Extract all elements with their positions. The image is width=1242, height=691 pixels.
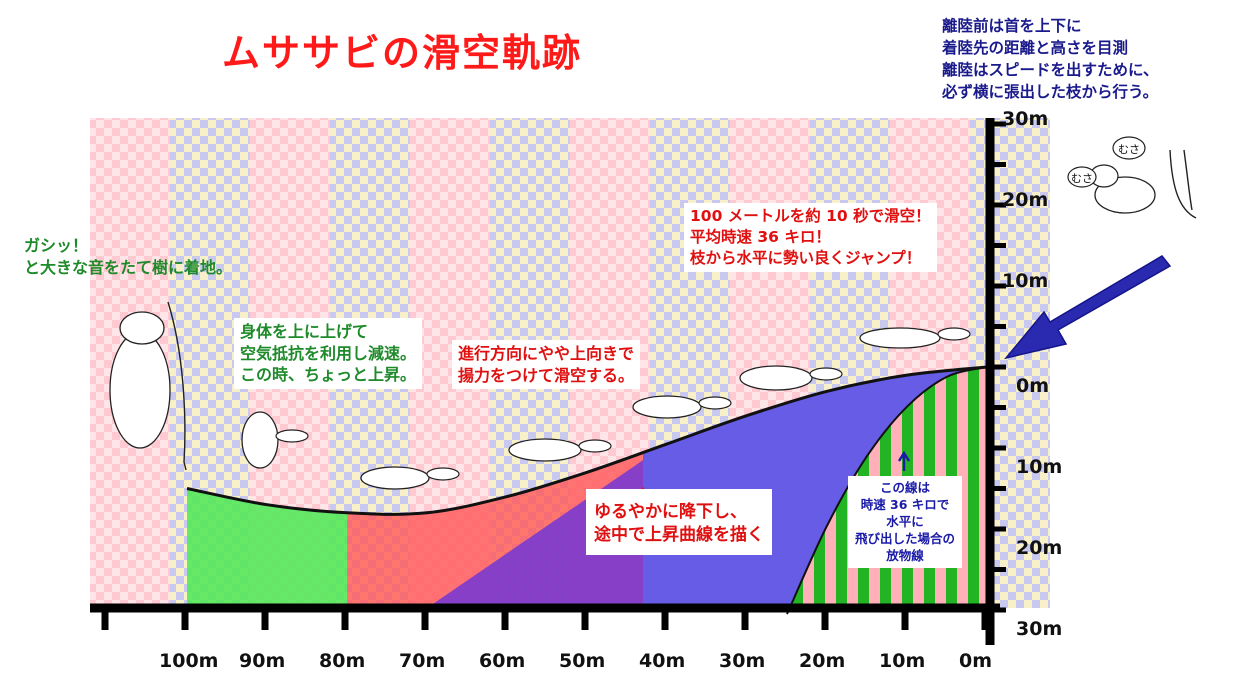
parabola-note-line: 時速 36 キロで — [860, 496, 950, 512]
branch-lines — [1169, 149, 1197, 219]
y-tick-label: 10m — [1002, 270, 1049, 292]
thought-bubble — [1067, 166, 1097, 188]
x-tick-label: 70m — [399, 650, 446, 672]
parabola-note-line: 放物線 — [886, 547, 924, 563]
y-tick-label: 30m — [1002, 108, 1049, 130]
takeoff-note-line: 離陸はスピードを出すために、 — [942, 61, 1159, 79]
x-tick-label: 50m — [559, 650, 606, 672]
parabola-note-line: この線は — [880, 480, 931, 495]
x-tick-label: 80m — [319, 650, 366, 672]
up-arrow-blue — [897, 450, 911, 471]
speed-note-line: 枝から水平に勢い良くジャンプ！ — [690, 248, 922, 267]
parabola-note: この線は 時速 36 キロで 水平に 飛び出した場合の 放物線 — [848, 476, 963, 569]
y-tick-label: 20m — [1002, 189, 1049, 211]
gliding-squirrel-sketch — [241, 411, 309, 469]
landing-squirrel-head — [119, 311, 165, 345]
x-tick-label: 10m — [879, 650, 926, 672]
landing-note-line: ガシッ！ — [24, 236, 89, 255]
x-tick-label: 60m — [479, 650, 526, 672]
speed-note-line: 平均時速 36 キロ！ — [690, 227, 831, 246]
gliding-squirrel-sketch — [632, 395, 732, 419]
y-tick-label: 20m — [1016, 537, 1063, 559]
x-tick-label: 20m — [799, 650, 846, 672]
braking-note-line: 空気抵抗を利用し減速。 — [240, 343, 417, 363]
bubble-text: むさ — [1118, 143, 1140, 156]
lift-note-line: 進行方向にやや上向きで — [458, 344, 635, 363]
descent-note-line: ゆるやかに降下し、 — [594, 502, 747, 522]
parabola-note-line: 水平に — [886, 513, 924, 529]
x-tick-label: 90m — [239, 650, 286, 672]
parabola-note-line: 飛び出した場合の — [855, 530, 956, 546]
y-tick-label: 0m — [1016, 375, 1050, 397]
bubble-text: むさ — [1071, 172, 1093, 185]
takeoff-note: 離陸前は首を上下に 着陸先の距離と高さを目測 離陸はスピードを出すために、 必ず… — [936, 12, 1165, 106]
x-tick-label: 0m — [959, 650, 993, 672]
descent-note-line: 途中で上昇曲線を描く — [594, 524, 764, 545]
gliding-squirrel-sketch — [739, 365, 843, 391]
glide-path-line — [186, 365, 988, 516]
braking-note: 身体を上に上げて 空気抵抗を利用し減速。 この時、ちょっと上昇。 — [234, 318, 423, 389]
landing-note-line: と大きな音をたて樹に着地。 — [24, 257, 233, 277]
axes — [90, 118, 1006, 645]
takeoff-note-line: 必ず横に張出した枝から行う。 — [942, 83, 1159, 101]
takeoff-note-line: 着陸先の距離と高さを目測 — [942, 39, 1129, 57]
thought-bubble — [1112, 136, 1146, 160]
takeoff-arrow — [1004, 255, 1172, 360]
landing-squirrel-sketch — [109, 331, 171, 449]
lift-note-line: 揚力をつけて滑空する。 — [458, 365, 635, 385]
lift-note: 進行方向にやや上向きで 揚力をつけて滑空する。 — [452, 340, 641, 390]
y-tick-label: 30m — [1016, 618, 1063, 640]
y-tick-label: 10m — [1016, 456, 1063, 478]
page-title: ムササビの滑空軌跡 — [222, 31, 583, 75]
x-tick-label: 30m — [719, 650, 766, 672]
descent-note: ゆるやかに降下し、 途中で上昇曲線を描く — [586, 489, 772, 555]
tree-trunk-line — [167, 301, 187, 471]
speed-note: 100 メートルを約 10 秒で滑空！ 平均時速 36 キロ！ 枝から水平に勢い… — [684, 203, 937, 272]
x-tick-label: 100m — [159, 650, 219, 672]
descent-zone — [427, 460, 643, 608]
takeoff-note-line: 離陸前は首を上下に — [942, 17, 1082, 35]
gliding-squirrel-sketch — [859, 327, 971, 349]
x-tick-label: 40m — [639, 650, 686, 672]
gliding-squirrel-sketch — [508, 438, 612, 462]
speed-note-line: 100 メートルを約 10 秒で滑空！ — [690, 207, 931, 225]
gliding-squirrel-sketch — [360, 466, 460, 490]
braking-note-line: 身体を上に上げて — [240, 322, 369, 341]
glide-curve-layer — [186, 255, 1172, 615]
landing-note: ガシッ！ と大きな音をたて樹に着地。 — [18, 232, 238, 281]
braking-note-line: この時、ちょっと上昇。 — [240, 365, 417, 385]
parabola-line — [786, 366, 988, 615]
